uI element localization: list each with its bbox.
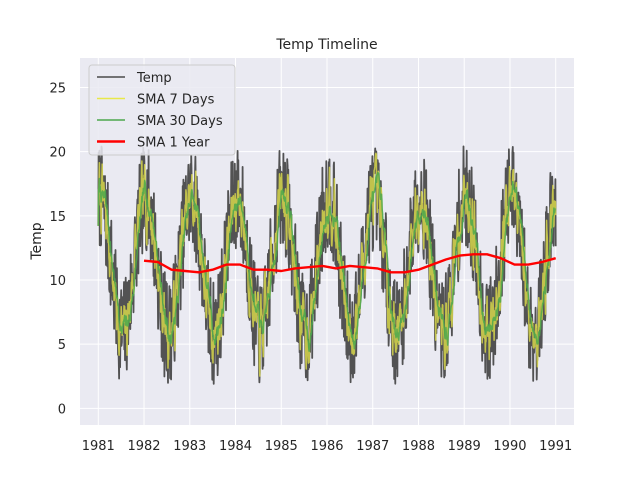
legend: Temp SMA 7 Days SMA 30 Days SMA 1 Year: [88, 64, 236, 156]
x-tick-label: 1988: [402, 439, 435, 454]
legend-label: SMA 30 Days: [137, 114, 223, 129]
y-tick-label: 10: [49, 274, 66, 289]
x-tick-label: 1987: [356, 439, 389, 454]
x-tick-label: 1984: [219, 439, 252, 454]
series-line-4: [143, 253, 557, 274]
y-axis-label: Temp: [29, 222, 45, 260]
x-tick-label: 1989: [448, 439, 481, 454]
x-tick-label: 1982: [127, 439, 160, 454]
x-tick-label: 1986: [310, 439, 343, 454]
y-tick-labels: 0 5 10 15 20 25: [49, 82, 66, 418]
plot-area: [97, 145, 557, 385]
legend-label: SMA 7 Days: [137, 93, 215, 108]
chart-title: Temp Timeline: [275, 37, 377, 53]
x-tick-label: 1985: [265, 439, 298, 454]
x-tick-label: 1991: [539, 439, 572, 454]
legend-label: Temp: [136, 71, 172, 86]
series-line-3: [97, 171, 557, 352]
y-tick-label: 25: [49, 82, 66, 97]
y-tick-label: 15: [49, 210, 66, 225]
x-tick-label: 1990: [493, 439, 526, 454]
x-tick-labels: 1981 1982 1983 1984 1985 1986 1987 1988 1989 1990…: [82, 439, 573, 454]
x-tick-label: 1981: [82, 439, 115, 454]
y-tick-label: 5: [58, 338, 66, 353]
legend-label: SMA 1 Year: [137, 136, 210, 151]
x-tick-label: 1983: [173, 439, 206, 454]
legend-box: [88, 64, 236, 156]
y-tick-label: 20: [49, 146, 66, 161]
y-tick-label: 0: [58, 402, 66, 417]
series-line-2: [97, 152, 557, 377]
series-layer: [97, 145, 557, 385]
